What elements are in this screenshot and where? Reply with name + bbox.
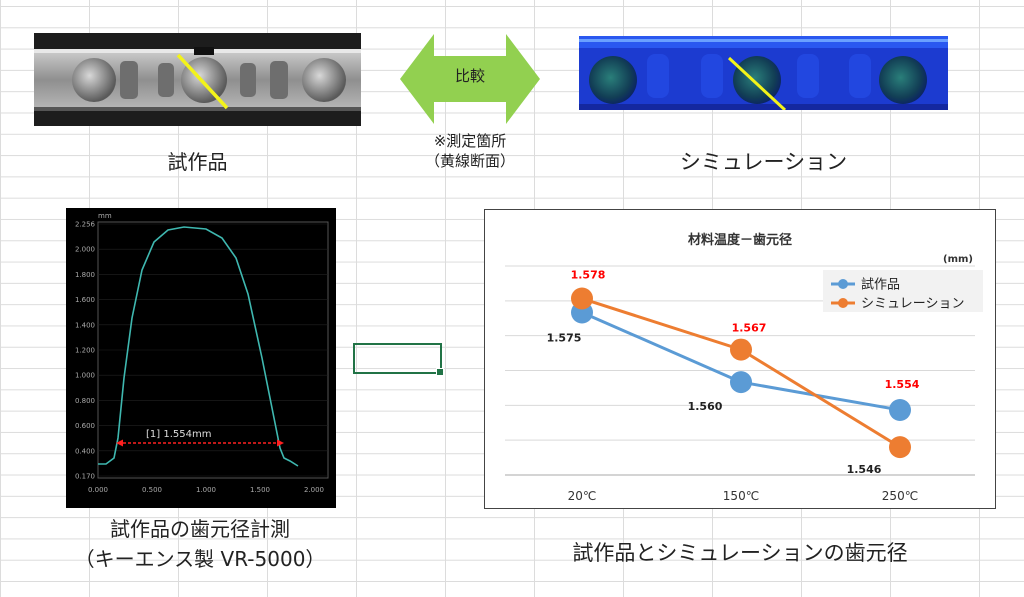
profile-x-tick: 2.000 bbox=[304, 486, 324, 494]
legend-entry: シミュレーション bbox=[861, 297, 964, 312]
data-label: 1.578 bbox=[571, 269, 606, 282]
measurement-arrow-right bbox=[277, 439, 284, 447]
simulation-image bbox=[579, 36, 948, 110]
profile-unit-label: mm bbox=[98, 212, 112, 220]
prototype-photo-graphic bbox=[34, 33, 361, 126]
measurement-note-line1: ※測定箇所 bbox=[433, 132, 507, 150]
profile-caption-line2: （キーエンス製 VR-5000） bbox=[74, 547, 326, 571]
data-label: 1.567 bbox=[732, 322, 767, 335]
measurement-arrow-left bbox=[116, 439, 123, 447]
chart-x-tick: 150℃ bbox=[723, 489, 759, 503]
simulation-section-line bbox=[727, 56, 787, 110]
chart-caption: 試作品とシミュレーションの歯元径 bbox=[572, 541, 908, 565]
series-point-simulation[interactable] bbox=[730, 338, 752, 361]
profile-y-tick: 1.600 bbox=[75, 296, 95, 304]
simulation-label: シミュレーション bbox=[679, 150, 848, 174]
profile-x-tick: 0.000 bbox=[88, 486, 108, 494]
profile-y-tick: 1.200 bbox=[75, 347, 95, 355]
series-point-prototype[interactable] bbox=[730, 371, 752, 394]
chart-legend bbox=[823, 270, 983, 312]
fill-handle[interactable] bbox=[436, 368, 444, 376]
profile-y-tick: 1.000 bbox=[75, 372, 95, 380]
data-label: 1.546 bbox=[847, 463, 882, 476]
legend-marker bbox=[838, 298, 848, 308]
legend-marker bbox=[838, 279, 848, 289]
profile-y-tick: 0.800 bbox=[75, 397, 95, 405]
series-point-simulation[interactable] bbox=[571, 287, 593, 310]
profile-y-tick: 1.800 bbox=[75, 271, 95, 279]
series-point-simulation[interactable] bbox=[889, 436, 911, 459]
profile-caption-line1: 試作品の歯元径計測 bbox=[110, 517, 290, 541]
double-arrow-icon bbox=[400, 34, 540, 124]
profile-y-tick: 2.000 bbox=[75, 246, 95, 254]
profile-y-tick: 0.600 bbox=[75, 422, 95, 430]
profile-y-tick: 1.400 bbox=[75, 321, 95, 329]
chart-x-tick: 20℃ bbox=[568, 489, 597, 503]
measurement-note: ※測定箇所 （黄線断面） bbox=[400, 131, 540, 171]
measurement-label: [1] 1.554mm bbox=[146, 429, 211, 440]
profile-x-tick: 0.500 bbox=[142, 486, 162, 494]
compare-label: 比較 bbox=[454, 67, 485, 85]
selected-cell[interactable] bbox=[353, 343, 444, 376]
measurement-section-line bbox=[176, 53, 229, 110]
measurement-note-line2: （黄線断面） bbox=[424, 152, 515, 170]
profile-graph-svg: mm2.256 2.000 1.800 1.600 1.400 1.200 1.000 0.8… bbox=[75, 212, 329, 494]
profile-caption: 試作品の歯元径計測 （キーエンス製 VR-5000） bbox=[40, 514, 360, 574]
profile-y-tick: 2.256 bbox=[75, 221, 96, 229]
series-point-prototype[interactable] bbox=[889, 398, 911, 421]
temperature-chart-svg: 材料温度－歯元径 (mm) 20℃ 150℃ 250℃ 1.575 1.560 1.578 1.… bbox=[505, 232, 983, 503]
profile-y-tick: 0.400 bbox=[75, 447, 95, 455]
temperature-chart[interactable]: 材料温度－歯元径 (mm) 20℃ 150℃ 250℃ 1.575 1.560 1.578 1.… bbox=[484, 209, 996, 509]
chart-unit-label: (mm) bbox=[943, 254, 973, 265]
legend-entry: 試作品 bbox=[861, 277, 900, 293]
profile-x-tick: 1.000 bbox=[196, 486, 216, 494]
data-label: 1.554 bbox=[885, 378, 920, 391]
data-label: 1.560 bbox=[688, 400, 723, 413]
chart-x-tick: 250℃ bbox=[882, 489, 918, 503]
compare-arrow: 比較 bbox=[400, 34, 540, 124]
profile-y-tick: 0.170 bbox=[75, 473, 95, 481]
prototype-photo bbox=[34, 33, 361, 126]
photo-label: 試作品 bbox=[167, 150, 228, 174]
profile-x-tick: 1.500 bbox=[250, 486, 270, 494]
profile-graph: mm 2.256 2.000 1.800 1.600 1.400 1.200 1.000 0.8… bbox=[66, 208, 336, 508]
data-label: 1.575 bbox=[547, 331, 582, 344]
chart-title: 材料温度－歯元径 bbox=[688, 232, 792, 248]
simulation-graphic bbox=[579, 36, 948, 110]
